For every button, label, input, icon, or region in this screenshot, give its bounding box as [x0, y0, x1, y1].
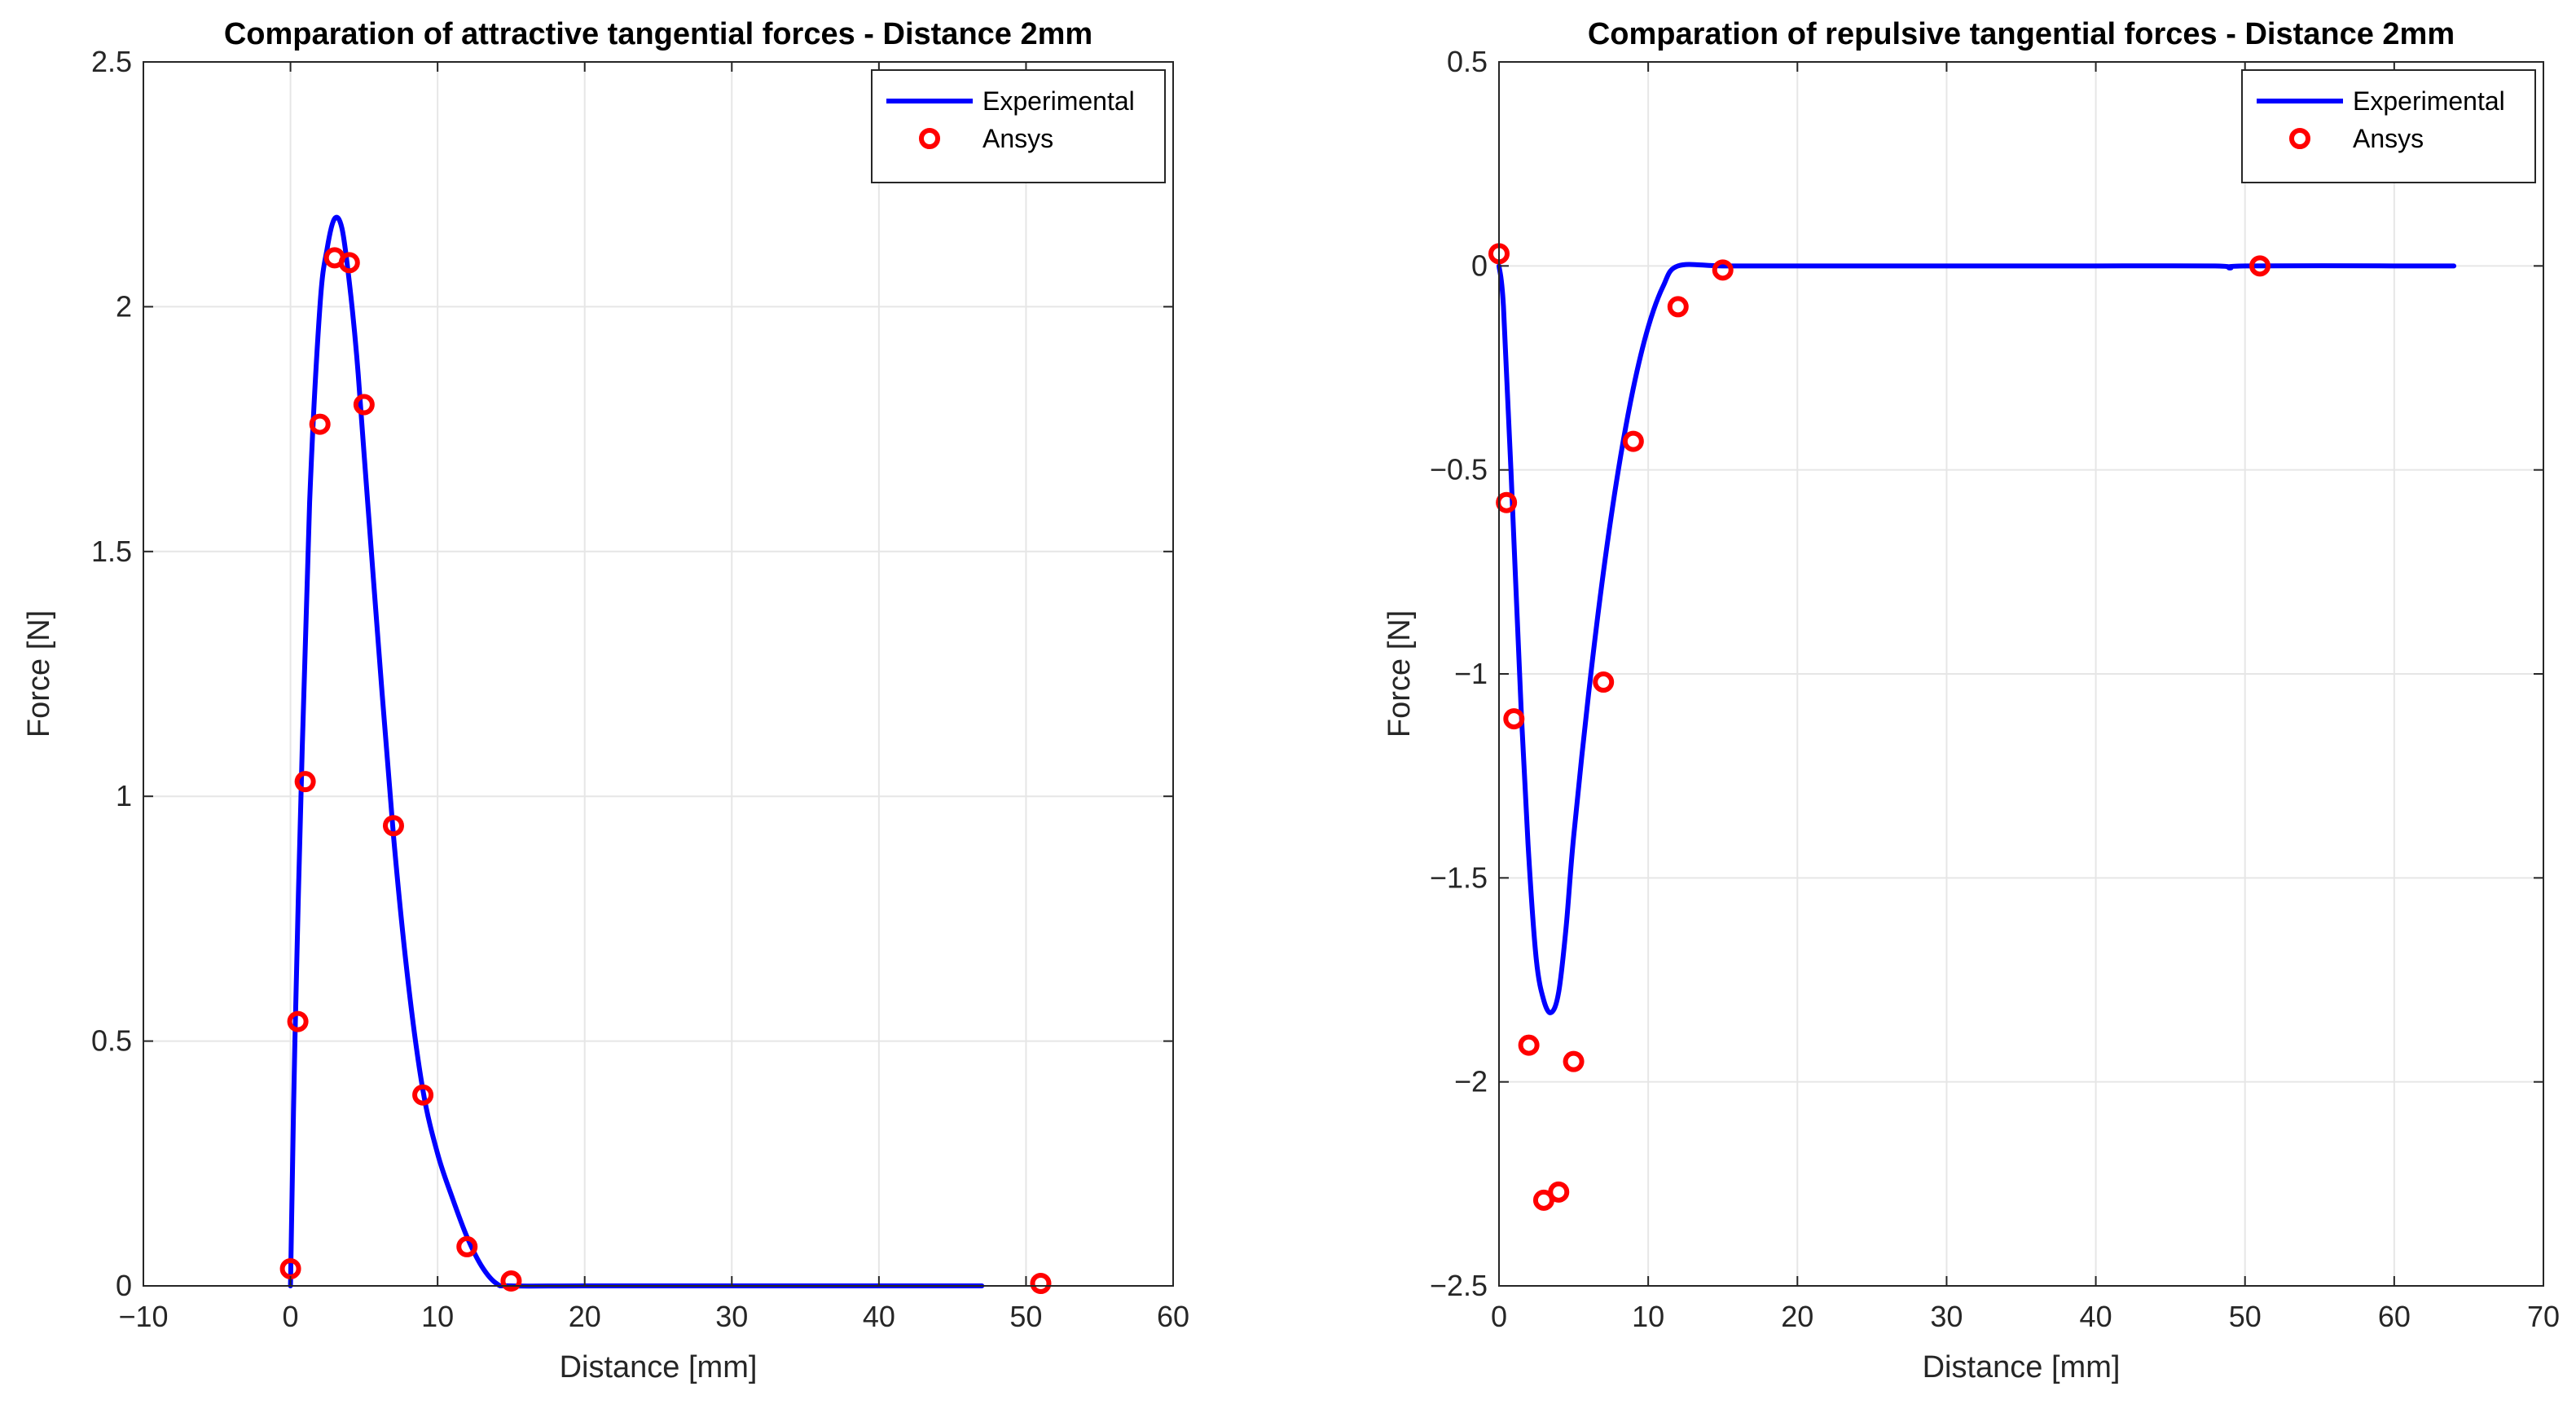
chart-attractive-series-ansys-point-9	[456, 1235, 478, 1257]
chart-repulsive-ytick-label-0: −2.5	[1430, 1269, 1488, 1302]
chart-attractive-xtick-label-2: 10	[421, 1300, 454, 1333]
chart-repulsive-ytick-label-4: −0.5	[1430, 453, 1488, 486]
chart-repulsive-series-ansys-point-2	[1503, 708, 1525, 730]
chart-attractive-ytick-label-4: 2	[116, 289, 132, 323]
chart-attractive-legend-swatch-ansys	[919, 128, 940, 149]
chart-attractive-series-ansys-point-10	[500, 1270, 522, 1292]
chart-repulsive-xtick-label-7: 70	[2527, 1300, 2560, 1333]
chart-repulsive-series-ansys-point-5	[1548, 1181, 1570, 1203]
chart-repulsive-series-ansys-point-8	[1622, 430, 1644, 452]
chart-repulsive-ytick-label-6: 0.5	[1447, 45, 1488, 78]
chart-repulsive-xtick-label-0: 0	[1491, 1300, 1507, 1333]
chart-repulsive-ytick-label-2: −1.5	[1430, 861, 1488, 894]
chart-repulsive-xtick-label-5: 50	[2229, 1300, 2262, 1333]
chart-repulsive-legend-swatch-ansys	[2289, 128, 2310, 149]
chart-repulsive-xlabel: Distance [mm]	[1923, 1350, 2121, 1384]
chart-attractive-series-ansys-point-6	[353, 394, 375, 416]
chart-repulsive-xtick-label-2: 20	[1781, 1300, 1813, 1333]
chart-repulsive-ylabel: Force [N]	[1383, 610, 1417, 737]
chart-repulsive-ticks: 0 10 20 30 40 50 60 70 −2.5 −2 −1.5 −1 −0.5 0 0.5	[1430, 45, 2560, 1333]
chart-attractive-series-ansys-point-11	[1030, 1272, 1052, 1294]
chart-attractive-ytick-label-5: 2.5	[91, 45, 132, 78]
chart-attractive-xtick-label-5: 40	[863, 1300, 895, 1333]
chart-repulsive-series-ansys-point-10	[1712, 259, 1734, 281]
chart-repulsive-series-ansys-point-7	[1593, 671, 1615, 693]
chart-repulsive-legend-box	[2241, 69, 2536, 183]
chart-repulsive-series-ansys-point-6	[1563, 1050, 1585, 1072]
chart-attractive-legend: Experimental Ansys	[871, 69, 1166, 183]
chart-repulsive-ytick-label-3: −1	[1454, 657, 1488, 690]
chart-attractive-axes-box	[143, 61, 1174, 1287]
chart-repulsive-legend-label-ansys: Ansys	[2353, 124, 2424, 153]
chart-repulsive-legend-label-experimental: Experimental	[2353, 86, 2505, 116]
chart-repulsive-xtick-label-4: 40	[2080, 1300, 2112, 1333]
chart-attractive-legend-label-experimental: Experimental	[982, 86, 1135, 116]
chart-attractive-ytick-label-2: 1	[116, 779, 132, 812]
chart-attractive-ytick-label-3: 1.5	[91, 535, 132, 568]
chart-attractive-ytick-label-1: 0.5	[91, 1024, 132, 1058]
chart-attractive-xtick-label-1: 0	[283, 1300, 299, 1333]
chart-attractive-xtick-label-0: −10	[118, 1300, 168, 1333]
chart-repulsive-ytick-label-1: −2	[1454, 1065, 1488, 1098]
chart-repulsive-legend: Experimental Ansys	[2241, 69, 2536, 183]
chart-repulsive-series-ansys-point-11	[2249, 255, 2271, 277]
chart-repulsive-series-ansys-point-3	[1518, 1034, 1540, 1056]
chart-attractive-xtick-label-4: 30	[715, 1300, 748, 1333]
chart-attractive-xtick-label-7: 60	[1157, 1300, 1189, 1333]
chart-repulsive-title: Comparation of repulsive tangential forc…	[1588, 17, 2455, 51]
chart-repulsive-xtick-label-6: 60	[2378, 1300, 2411, 1333]
chart-attractive-xlabel: Distance [mm]	[560, 1350, 758, 1384]
chart-attractive-series-ansys-point-3	[309, 413, 331, 435]
chart-attractive-ylabel: Force [N]	[22, 610, 56, 737]
chart-repulsive-series-experimental-line	[1497, 262, 2457, 1015]
chart-repulsive-xtick-label-1: 10	[1632, 1300, 1664, 1333]
chart-repulsive-series-ansys-point-9	[1667, 296, 1689, 318]
chart-attractive-series-ansys-point-1	[287, 1010, 309, 1032]
chart-attractive-series-ansys-point-8	[412, 1084, 434, 1106]
chart-repulsive-xtick-label-3: 30	[1930, 1300, 1963, 1333]
chart-attractive-ytick-label-0: 0	[116, 1269, 132, 1302]
chart-repulsive-ytick-label-5: 0	[1471, 249, 1488, 282]
chart-attractive-xtick-label-6: 50	[1009, 1300, 1042, 1333]
chart-attractive-series-ansys-point-5	[338, 252, 360, 274]
chart-repulsive-series-ansys-point-4	[1532, 1189, 1554, 1211]
chart-attractive-series-ansys-point-2	[294, 771, 316, 793]
chart-repulsive: 0 10 20 30 40 50 60 70 −2.5 −2 −1.5 −1 −0.5 0 0.5 Comp…	[1383, 17, 2560, 1384]
chart-attractive-series-ansys-point-7	[382, 815, 404, 837]
chart-attractive-legend-label-ansys: Ansys	[982, 124, 1053, 153]
chart-repulsive-series	[1488, 243, 2457, 1211]
chart-attractive-title: Comparation of attractive tangential for…	[224, 17, 1092, 51]
chart-attractive-xtick-label-3: 20	[569, 1300, 601, 1333]
chart-attractive-legend-box	[871, 69, 1166, 183]
